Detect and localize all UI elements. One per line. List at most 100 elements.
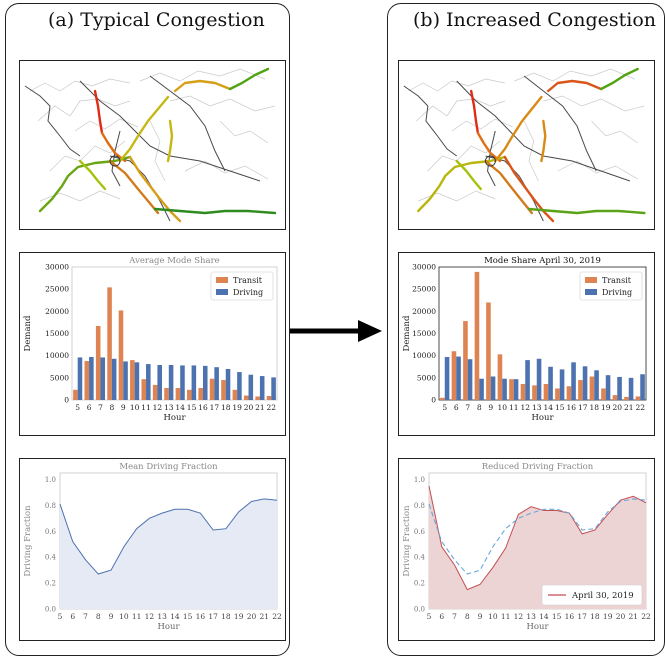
- x-tick-label: 11: [132, 612, 142, 621]
- reduced-driving-fraction-chart-box: Reduced Driving Fraction 0.0 0.2 0.4 0.6 0.8 1…: [398, 458, 655, 641]
- y-tick-label: 0.0: [414, 606, 425, 614]
- x-tick-label: 16: [198, 403, 208, 412]
- y-tick-label: 20000: [412, 307, 436, 316]
- y-tick-label: 25000: [412, 285, 436, 294]
- x-tick-label: 20: [244, 403, 254, 412]
- chart-title: Reduced Driving Fraction: [482, 462, 594, 472]
- x-axis-label: Hour: [526, 622, 549, 632]
- bar-transit: [95, 325, 101, 400]
- major-road: [403, 85, 458, 157]
- x-tick-label: 21: [624, 403, 634, 412]
- chart-title: Mode Share April 30, 2019: [484, 256, 601, 266]
- bar-transit: [509, 379, 514, 400]
- minor-road: [408, 78, 505, 92]
- bar-driving: [571, 362, 576, 400]
- y-tick-label: 0: [64, 396, 69, 405]
- legend-swatch-transit: [585, 277, 597, 283]
- x-tick-label: 10: [497, 403, 507, 412]
- map-graphic: [24, 67, 277, 223]
- y-tick-label: 1.0: [414, 476, 425, 484]
- bar-driving: [225, 368, 231, 400]
- x-tick-label: 12: [145, 612, 155, 621]
- major-road: [149, 75, 226, 172]
- bar-transit: [486, 302, 491, 400]
- x-tick-label: 21: [259, 612, 269, 621]
- bar-driving: [134, 362, 140, 400]
- bar-driving: [191, 365, 197, 400]
- panel-title-left: (a) Typical Congestion: [48, 9, 265, 31]
- x-tick-label: 22: [641, 612, 651, 621]
- bar-driving: [605, 375, 611, 400]
- x-tick-label: 13: [532, 403, 542, 412]
- x-tick-label: 11: [509, 403, 519, 412]
- x-tick-label: 9: [478, 612, 483, 621]
- major-road: [79, 80, 261, 182]
- congestion-route: [546, 79, 603, 93]
- x-tick-label: 12: [520, 403, 530, 412]
- x-tick-label: 14: [175, 403, 185, 412]
- y-tick-label: 5000: [50, 373, 69, 382]
- x-axis-label: Hour: [163, 413, 186, 423]
- bar-transit: [221, 380, 226, 400]
- x-tick-label: 10: [130, 403, 140, 412]
- bar-transit: [73, 389, 78, 400]
- bar-transit: [84, 360, 90, 400]
- bar-driving: [617, 376, 622, 400]
- x-tick-label: 9: [488, 403, 493, 412]
- bar-driving: [237, 372, 242, 400]
- bar-driving: [490, 376, 496, 400]
- x-tick-label: 8: [465, 612, 470, 621]
- bar-driving: [559, 369, 565, 400]
- congestion-route: [540, 119, 547, 163]
- mean-driving-fraction-chart: Mean Driving Fraction 0.0 0.2 0.4 0.6 0.8 1.0 5…: [23, 462, 282, 632]
- x-tick-label: 21: [255, 403, 265, 412]
- congestion-route: [93, 89, 104, 135]
- avg-mode-share-chart-box: Average Mode Share 0 5000 10000 15000 20000 25…: [19, 252, 286, 436]
- minor-road: [139, 68, 266, 82]
- bar-transit: [578, 380, 583, 400]
- minor-road: [37, 98, 131, 122]
- x-tick-label: 15: [183, 612, 193, 621]
- x-tick-label: 20: [616, 612, 626, 621]
- y-tick-label: 10000: [412, 351, 436, 360]
- x-tick-label: 17: [578, 403, 588, 412]
- bar-driving: [168, 364, 174, 400]
- congestion-route: [599, 67, 639, 91]
- x-tick-label: 17: [210, 403, 220, 412]
- y-tick-label: 25000: [45, 285, 69, 294]
- reduced-driving-fraction-chart: Reduced Driving Fraction 0.0 0.2 0.4 0.6 0.8 1…: [402, 462, 651, 632]
- x-tick-label: 20: [612, 403, 622, 412]
- bar-driving: [214, 367, 219, 400]
- major-road: [456, 80, 631, 182]
- x-tick-label: 5: [427, 612, 432, 621]
- minor-road: [29, 78, 131, 92]
- minor-road: [543, 95, 645, 112]
- x-tick-label: 7: [452, 612, 457, 621]
- bar-transit: [209, 378, 215, 400]
- interchange-marker: [484, 155, 496, 167]
- minor-road: [557, 160, 638, 180]
- major-road: [24, 85, 81, 157]
- minor-road: [149, 120, 166, 182]
- x-tick-label: 14: [170, 612, 180, 621]
- bar-transit: [589, 376, 595, 400]
- x-tick-label: 8: [109, 403, 114, 412]
- y-tick-label: 0.6: [45, 528, 57, 536]
- minor-road: [523, 120, 539, 182]
- x-tick-label: 17: [577, 612, 587, 621]
- x-tick-label: 20: [247, 612, 257, 621]
- major-road: [109, 155, 171, 222]
- bar-driving: [202, 365, 208, 400]
- major-road: [485, 155, 544, 222]
- minor-road: [184, 160, 269, 180]
- bar-driving: [513, 379, 519, 400]
- bar-transit: [266, 396, 272, 400]
- congestion-route: [153, 207, 277, 215]
- bar-driving: [594, 370, 599, 400]
- x-tick-label: 15: [187, 403, 197, 412]
- x-tick-label: 8: [477, 403, 482, 412]
- bar-transit: [601, 388, 606, 400]
- x-tick-label: 14: [539, 612, 549, 621]
- bar-driving: [456, 356, 461, 400]
- y-tick-label: 0.4: [414, 554, 426, 562]
